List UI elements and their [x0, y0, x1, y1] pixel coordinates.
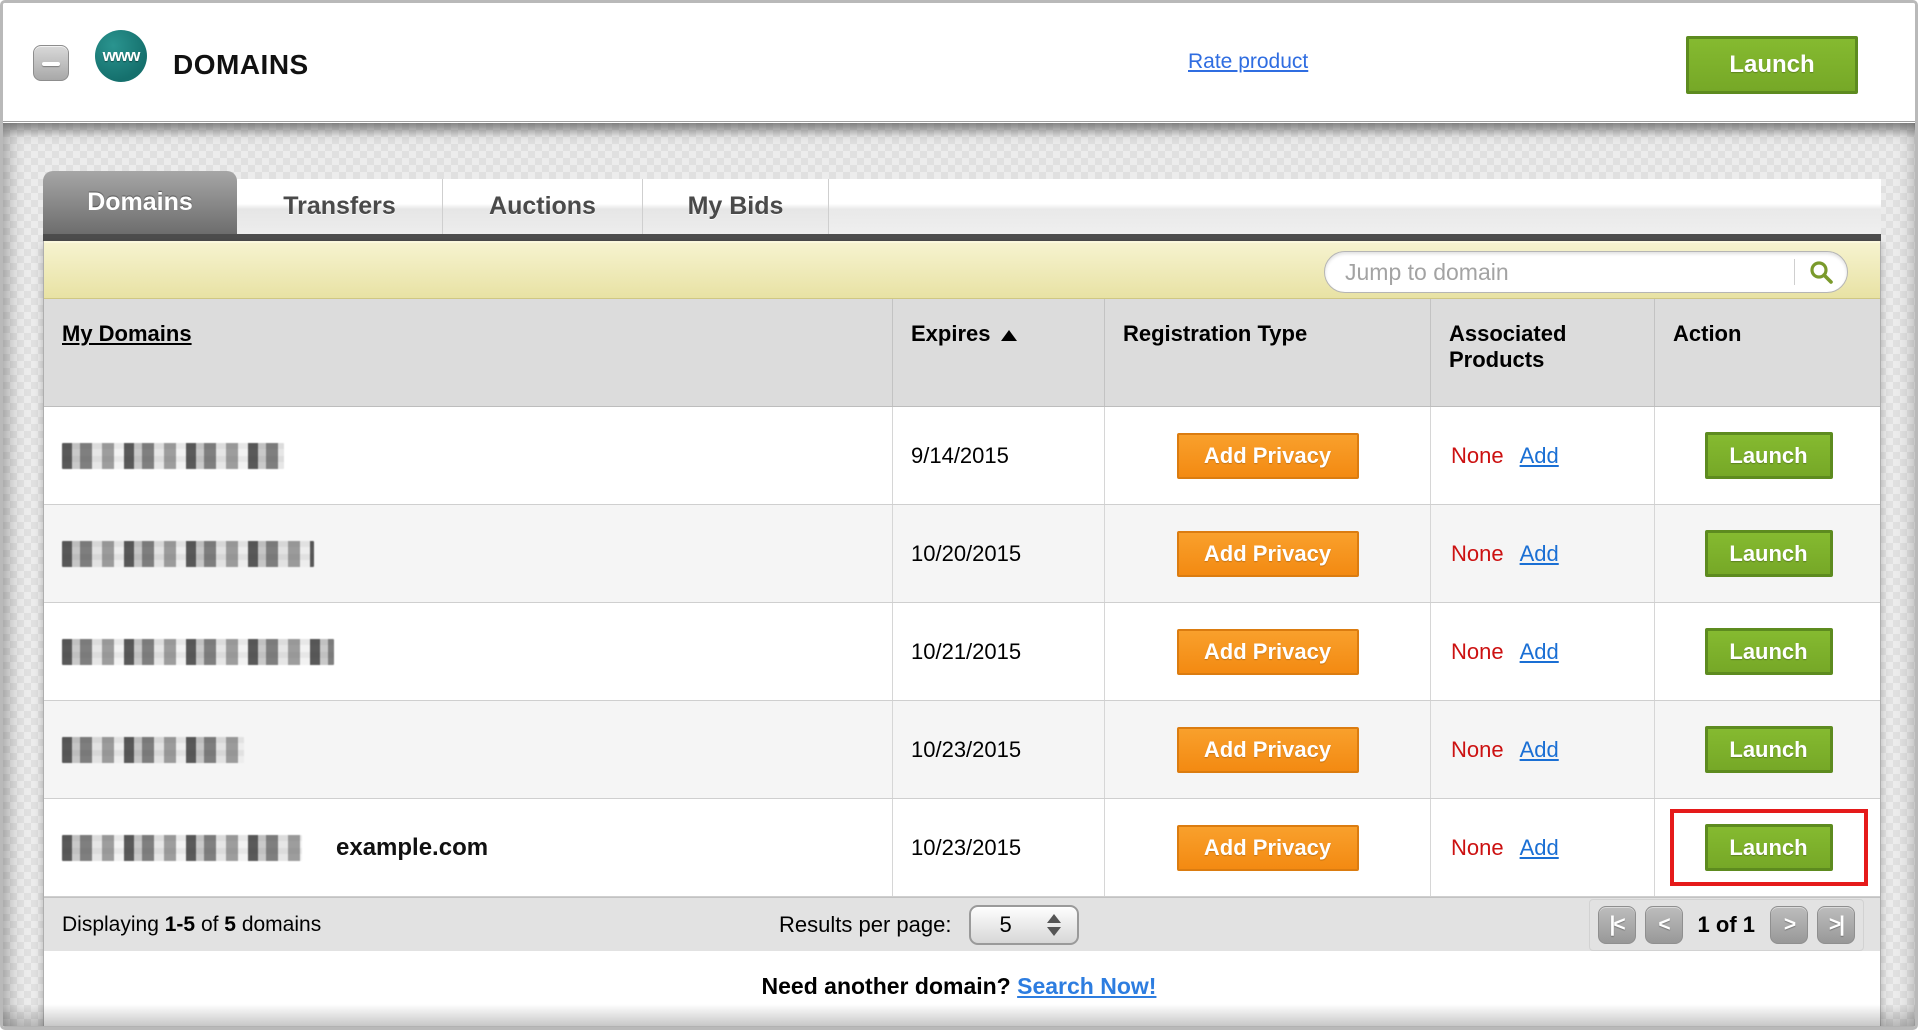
- domains-panel: My Domains Expires Registration Type Ass…: [43, 241, 1881, 1027]
- expires-date: 10/23/2015: [911, 834, 1022, 860]
- table-header: My Domains Expires Registration Type Ass…: [44, 299, 1880, 407]
- redacted-domain-name: [62, 638, 334, 665]
- add-product-link[interactable]: Add: [1519, 540, 1559, 566]
- add-privacy-button[interactable]: Add Privacy: [1176, 530, 1359, 577]
- add-product-link[interactable]: Add: [1519, 736, 1559, 762]
- jump-to-domain-input[interactable]: [1325, 258, 1794, 286]
- expires-date: 9/14/2015: [911, 442, 1009, 468]
- column-expires[interactable]: Expires: [911, 321, 991, 346]
- redacted-domain-name: [62, 736, 244, 763]
- associated-products-value: None: [1451, 834, 1504, 860]
- tab-auctions[interactable]: Auctions: [443, 179, 643, 234]
- add-product-link[interactable]: Add: [1519, 638, 1559, 664]
- row-launch-button-highlighted[interactable]: Launch: [1704, 824, 1833, 871]
- bottom-shadow: [3, 1004, 1915, 1026]
- add-privacy-button[interactable]: Add Privacy: [1176, 628, 1359, 675]
- pagination: |< < 1 of 1 > >|: [1588, 898, 1864, 951]
- row-launch-button[interactable]: Launch: [1704, 530, 1833, 577]
- redacted-domain-name: [62, 540, 314, 567]
- column-action: Action: [1673, 321, 1742, 346]
- tab-transfers[interactable]: Transfers: [237, 179, 443, 234]
- domain-annotation-label: example.com: [336, 833, 489, 861]
- header-launch-button[interactable]: Launch: [1686, 36, 1858, 94]
- add-privacy-button[interactable]: Add Privacy: [1176, 824, 1359, 871]
- column-associated-products: Associated Products: [1449, 321, 1567, 372]
- expires-date: 10/23/2015: [911, 736, 1022, 762]
- workspace-background: Domains Transfers Auctions My Bids: [3, 123, 1915, 1027]
- window-bottom-edge: [3, 1026, 1915, 1027]
- add-privacy-button[interactable]: Add Privacy: [1176, 726, 1359, 773]
- table-footer: Displaying 1-5 of 5 domains Results per …: [44, 897, 1880, 951]
- rate-product-link[interactable]: Rate product: [1188, 50, 1309, 73]
- expires-date: 10/20/2015: [911, 540, 1022, 566]
- search-now-link[interactable]: Search Now!: [1017, 973, 1157, 999]
- sort-asc-icon: [1000, 329, 1017, 341]
- red-highlight-annotation: Launch: [1669, 809, 1868, 886]
- redacted-domain-name: [62, 442, 284, 469]
- prev-page-button[interactable]: <: [1644, 905, 1683, 944]
- table-row: 10/23/2015 Add Privacy None Add Launch: [44, 701, 1880, 799]
- row-launch-button[interactable]: Launch: [1704, 432, 1833, 479]
- search-button[interactable]: [1795, 252, 1847, 292]
- expires-date: 10/21/2015: [911, 638, 1022, 664]
- add-product-link[interactable]: Add: [1519, 442, 1559, 468]
- row-launch-button[interactable]: Launch: [1704, 726, 1833, 773]
- add-privacy-button[interactable]: Add Privacy: [1176, 432, 1359, 479]
- page-status: 1 of 1: [1697, 911, 1755, 937]
- table-row: 9/14/2015 Add Privacy None Add Launch: [44, 407, 1880, 505]
- associated-products-value: None: [1451, 540, 1504, 566]
- redacted-domain-name: [62, 834, 302, 861]
- search-divider: [1794, 259, 1795, 285]
- results-per-page-label: Results per page:: [779, 911, 952, 937]
- need-domain-prompt: Need another domain? Search Now!: [761, 973, 1157, 999]
- displaying-status: Displaying 1-5 of 5 domains: [62, 912, 322, 936]
- jump-to-domain-box: [1324, 251, 1848, 293]
- tab-my-bids[interactable]: My Bids: [643, 179, 829, 234]
- domains-logo-icon: www: [95, 30, 147, 82]
- tabbar-filler: [829, 179, 1881, 234]
- associated-products-value: None: [1451, 638, 1504, 664]
- table-row: 10/21/2015 Add Privacy None Add Launch: [44, 603, 1880, 701]
- page-title: DOMAINS: [173, 49, 309, 80]
- column-my-domains[interactable]: My Domains: [62, 321, 192, 346]
- search-bar: [44, 241, 1880, 299]
- stepper-arrows-icon: [1047, 913, 1062, 936]
- associated-products-value: None: [1451, 442, 1504, 468]
- last-page-button[interactable]: >|: [1817, 905, 1855, 944]
- add-product-link[interactable]: Add: [1519, 834, 1559, 860]
- first-page-button[interactable]: |<: [1597, 905, 1636, 944]
- magnifier-icon: [1810, 261, 1833, 284]
- app-header: www DOMAINS Rate product Launch: [3, 3, 1915, 122]
- next-page-button[interactable]: >: [1770, 905, 1808, 944]
- column-registration-type: Registration Type: [1123, 321, 1308, 346]
- associated-products-value: None: [1451, 736, 1504, 762]
- table-row: 10/20/2015 Add Privacy None Add Launch: [44, 505, 1880, 603]
- row-launch-button[interactable]: Launch: [1704, 628, 1833, 675]
- results-per-page-select[interactable]: 5: [969, 904, 1080, 945]
- tabbar-underline: [43, 234, 1881, 241]
- collapse-button[interactable]: [33, 45, 69, 81]
- table-row: example.com 10/23/2015 Add Privacy None …: [44, 799, 1880, 897]
- tab-domains[interactable]: Domains: [43, 171, 237, 234]
